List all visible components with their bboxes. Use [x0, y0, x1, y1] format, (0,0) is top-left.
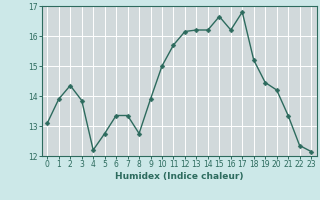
Bar: [282, 6, 294, 156]
Bar: [168, 6, 179, 156]
Bar: [179, 6, 191, 156]
Bar: [53, 6, 65, 156]
Bar: [236, 6, 248, 156]
Bar: [122, 6, 133, 156]
Bar: [99, 6, 110, 156]
Bar: [214, 6, 225, 156]
Bar: [191, 6, 202, 156]
Bar: [76, 6, 87, 156]
Bar: [305, 6, 317, 156]
Bar: [87, 6, 99, 156]
Bar: [110, 6, 122, 156]
Bar: [248, 6, 260, 156]
Bar: [133, 6, 145, 156]
X-axis label: Humidex (Indice chaleur): Humidex (Indice chaleur): [115, 172, 244, 181]
Bar: [145, 6, 156, 156]
Bar: [225, 6, 236, 156]
Bar: [271, 6, 282, 156]
Bar: [156, 6, 168, 156]
Bar: [260, 6, 271, 156]
Bar: [202, 6, 214, 156]
Bar: [294, 6, 305, 156]
Bar: [42, 6, 53, 156]
Bar: [65, 6, 76, 156]
